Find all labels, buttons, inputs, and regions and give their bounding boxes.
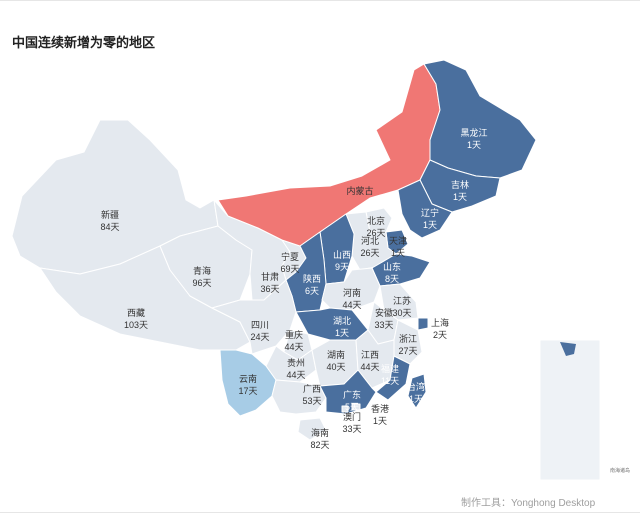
label-taiwan: 台湾 1天 bbox=[407, 381, 425, 404]
label-xinjiang: 新疆 84天 bbox=[100, 209, 119, 232]
region-xianggang[interactable] bbox=[351, 403, 361, 411]
region-shanghai[interactable] bbox=[417, 317, 429, 331]
label-jiangsu: 江苏 30天 bbox=[392, 295, 411, 318]
label-beijing: 北京 26天 bbox=[366, 215, 385, 238]
label-hainan: 海南 82天 bbox=[310, 427, 329, 450]
label-fujian: 福建 11天 bbox=[381, 363, 399, 386]
label-neimenggu: 内蒙古 bbox=[346, 185, 373, 196]
label-heilongjiang: 黑龙江 1天 bbox=[460, 127, 487, 150]
label-tianjin: 天津 1天 bbox=[389, 236, 407, 258]
label-aomen: 澳门 33天 bbox=[342, 411, 361, 434]
region-henan[interactable] bbox=[321, 267, 381, 311]
label-gansu: 甘肃 36天 bbox=[260, 271, 279, 294]
label-guizhou: 贵州 44天 bbox=[286, 357, 305, 380]
label-chongqing: 重庆 44天 bbox=[284, 329, 303, 352]
region-liaoning[interactable] bbox=[397, 179, 453, 239]
label-guangxi: 广西 53天 bbox=[302, 383, 321, 406]
label-shandong: 山东 8天 bbox=[383, 261, 401, 284]
top-divider bbox=[0, 0, 640, 1]
label-zhejiang: 浙江 27天 bbox=[398, 333, 417, 356]
inset-taiwan-mark bbox=[560, 342, 576, 356]
footer-credit: 制作工具：Yonghong Desktop bbox=[461, 498, 596, 509]
label-jiangxi: 江西 44天 bbox=[360, 350, 379, 372]
region-aomen[interactable] bbox=[341, 405, 349, 413]
label-hunan: 湖南 40天 bbox=[326, 349, 345, 372]
label-guangdong: 广东 5天 bbox=[343, 389, 361, 412]
region-fujian[interactable] bbox=[375, 355, 411, 401]
label-shanghai: 上海 2天 bbox=[431, 317, 449, 340]
region-labels: 新疆 84天 西藏 103天 青海 96天 甘肃 36天 宁夏 69天 内蒙古 黑龙江 1天… bbox=[100, 127, 487, 450]
region-guangdong[interactable] bbox=[319, 369, 377, 415]
map-title: 中国连续新增为零的地区 bbox=[12, 35, 156, 50]
label-xizang: 西藏 103天 bbox=[124, 307, 148, 330]
label-henan: 河南 44天 bbox=[342, 287, 361, 310]
region-hainan[interactable] bbox=[297, 417, 327, 441]
south-sea-inset-note: 南海诸岛 bbox=[610, 468, 631, 474]
region-taiwan[interactable] bbox=[407, 373, 427, 409]
label-shanxi: 山西 9天 bbox=[333, 250, 351, 272]
label-liaoning: 辽宁 1天 bbox=[421, 207, 439, 230]
label-xianggang: 香港 1天 bbox=[371, 403, 389, 426]
label-qinghai: 青海 96天 bbox=[192, 265, 211, 288]
label-hubei: 湖北 1天 bbox=[333, 316, 351, 338]
label-jilin: 吉林 1天 bbox=[451, 179, 469, 202]
label-anhui: 安徽 33天 bbox=[374, 307, 393, 330]
label-shaanxi: 陕西 6天 bbox=[303, 273, 321, 296]
south-sea-inset bbox=[539, 339, 601, 481]
label-yunnan: 云南 17天 bbox=[238, 373, 257, 396]
label-ningxia: 宁夏 69天 bbox=[280, 251, 299, 274]
region-sichuan[interactable] bbox=[211, 279, 297, 355]
label-sichuan: 四川 24天 bbox=[250, 320, 269, 342]
region-heilongjiang[interactable] bbox=[423, 59, 537, 179]
label-hebei: 河北 26天 bbox=[360, 235, 379, 258]
